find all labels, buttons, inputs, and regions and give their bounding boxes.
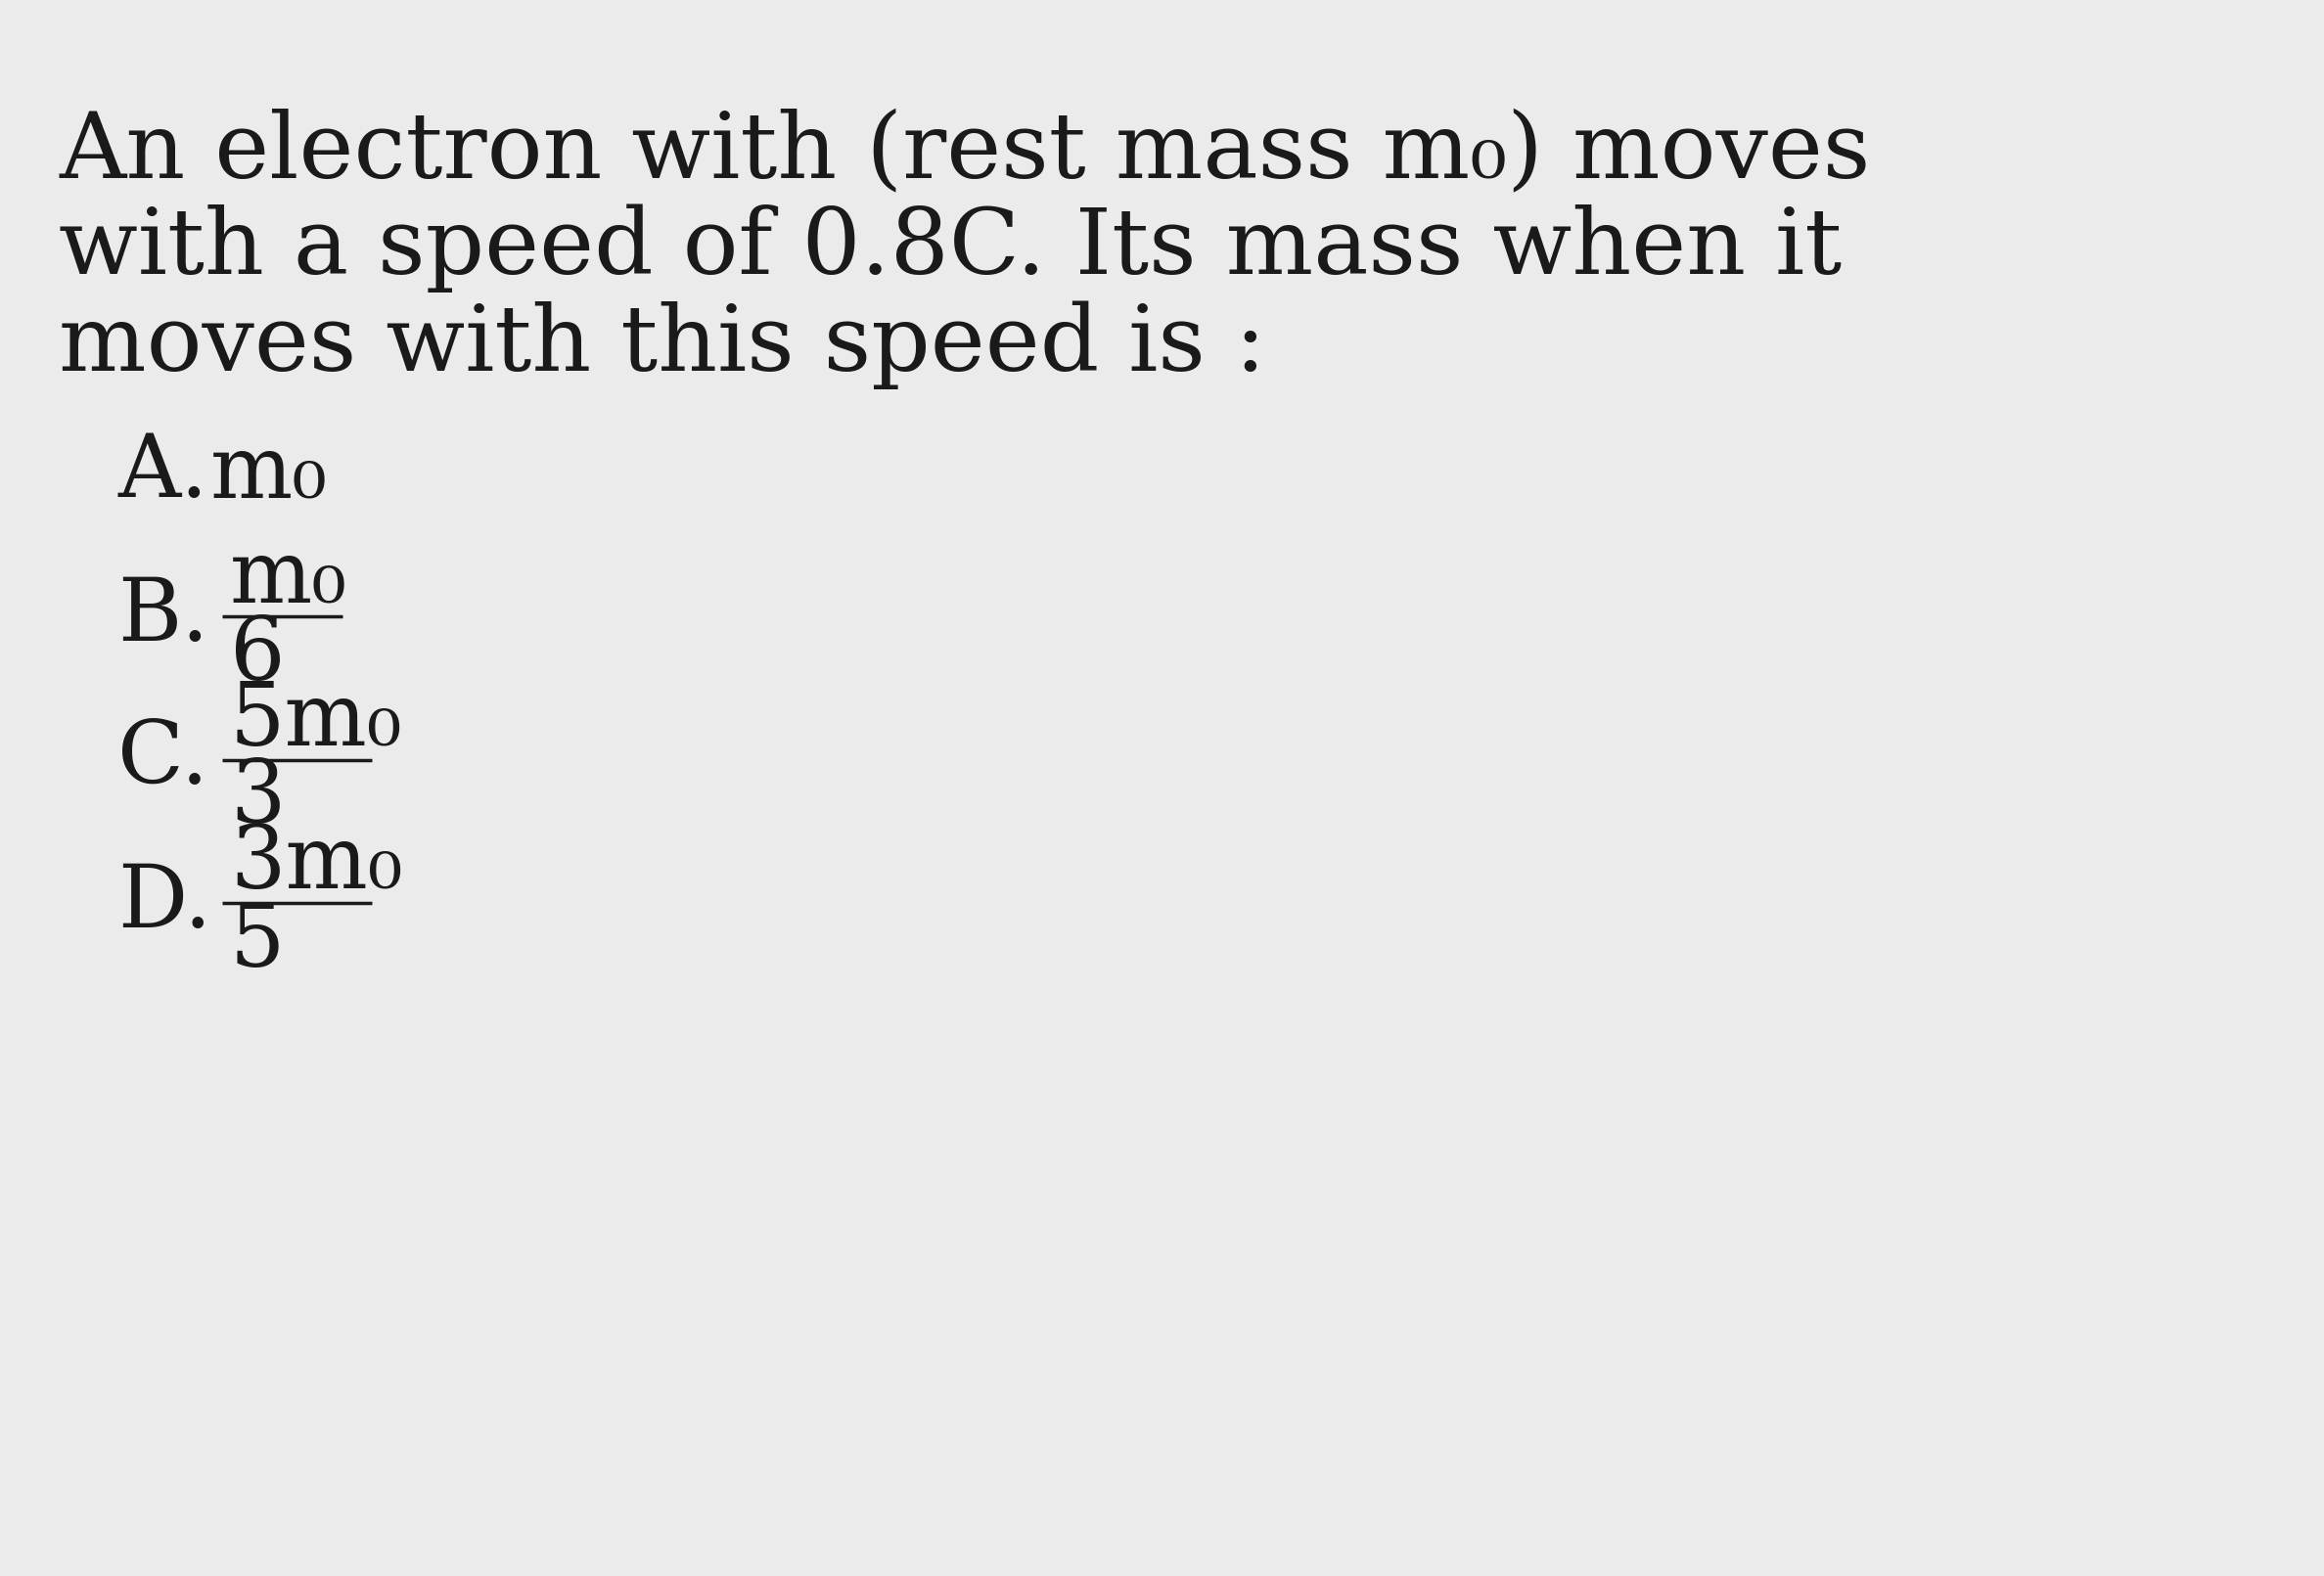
- Text: moves with this speed is :: moves with this speed is :: [58, 301, 1267, 389]
- Text: m₀: m₀: [211, 430, 328, 515]
- Text: with a speed of 0.8C. Its mass when it: with a speed of 0.8C. Its mass when it: [58, 203, 1843, 293]
- Text: 6: 6: [230, 613, 286, 698]
- Text: 5: 5: [230, 900, 286, 985]
- Text: An electron with (rest mass m₀) moves: An electron with (rest mass m₀) moves: [58, 107, 1871, 195]
- Text: D.: D.: [119, 860, 211, 946]
- Text: 5m₀: 5m₀: [230, 678, 402, 764]
- Text: B.: B.: [119, 574, 209, 659]
- Text: 3: 3: [230, 756, 286, 842]
- Text: m₀: m₀: [230, 534, 346, 621]
- Text: C.: C.: [119, 717, 209, 802]
- Text: A.: A.: [119, 430, 207, 515]
- Text: 3m₀: 3m₀: [230, 821, 402, 908]
